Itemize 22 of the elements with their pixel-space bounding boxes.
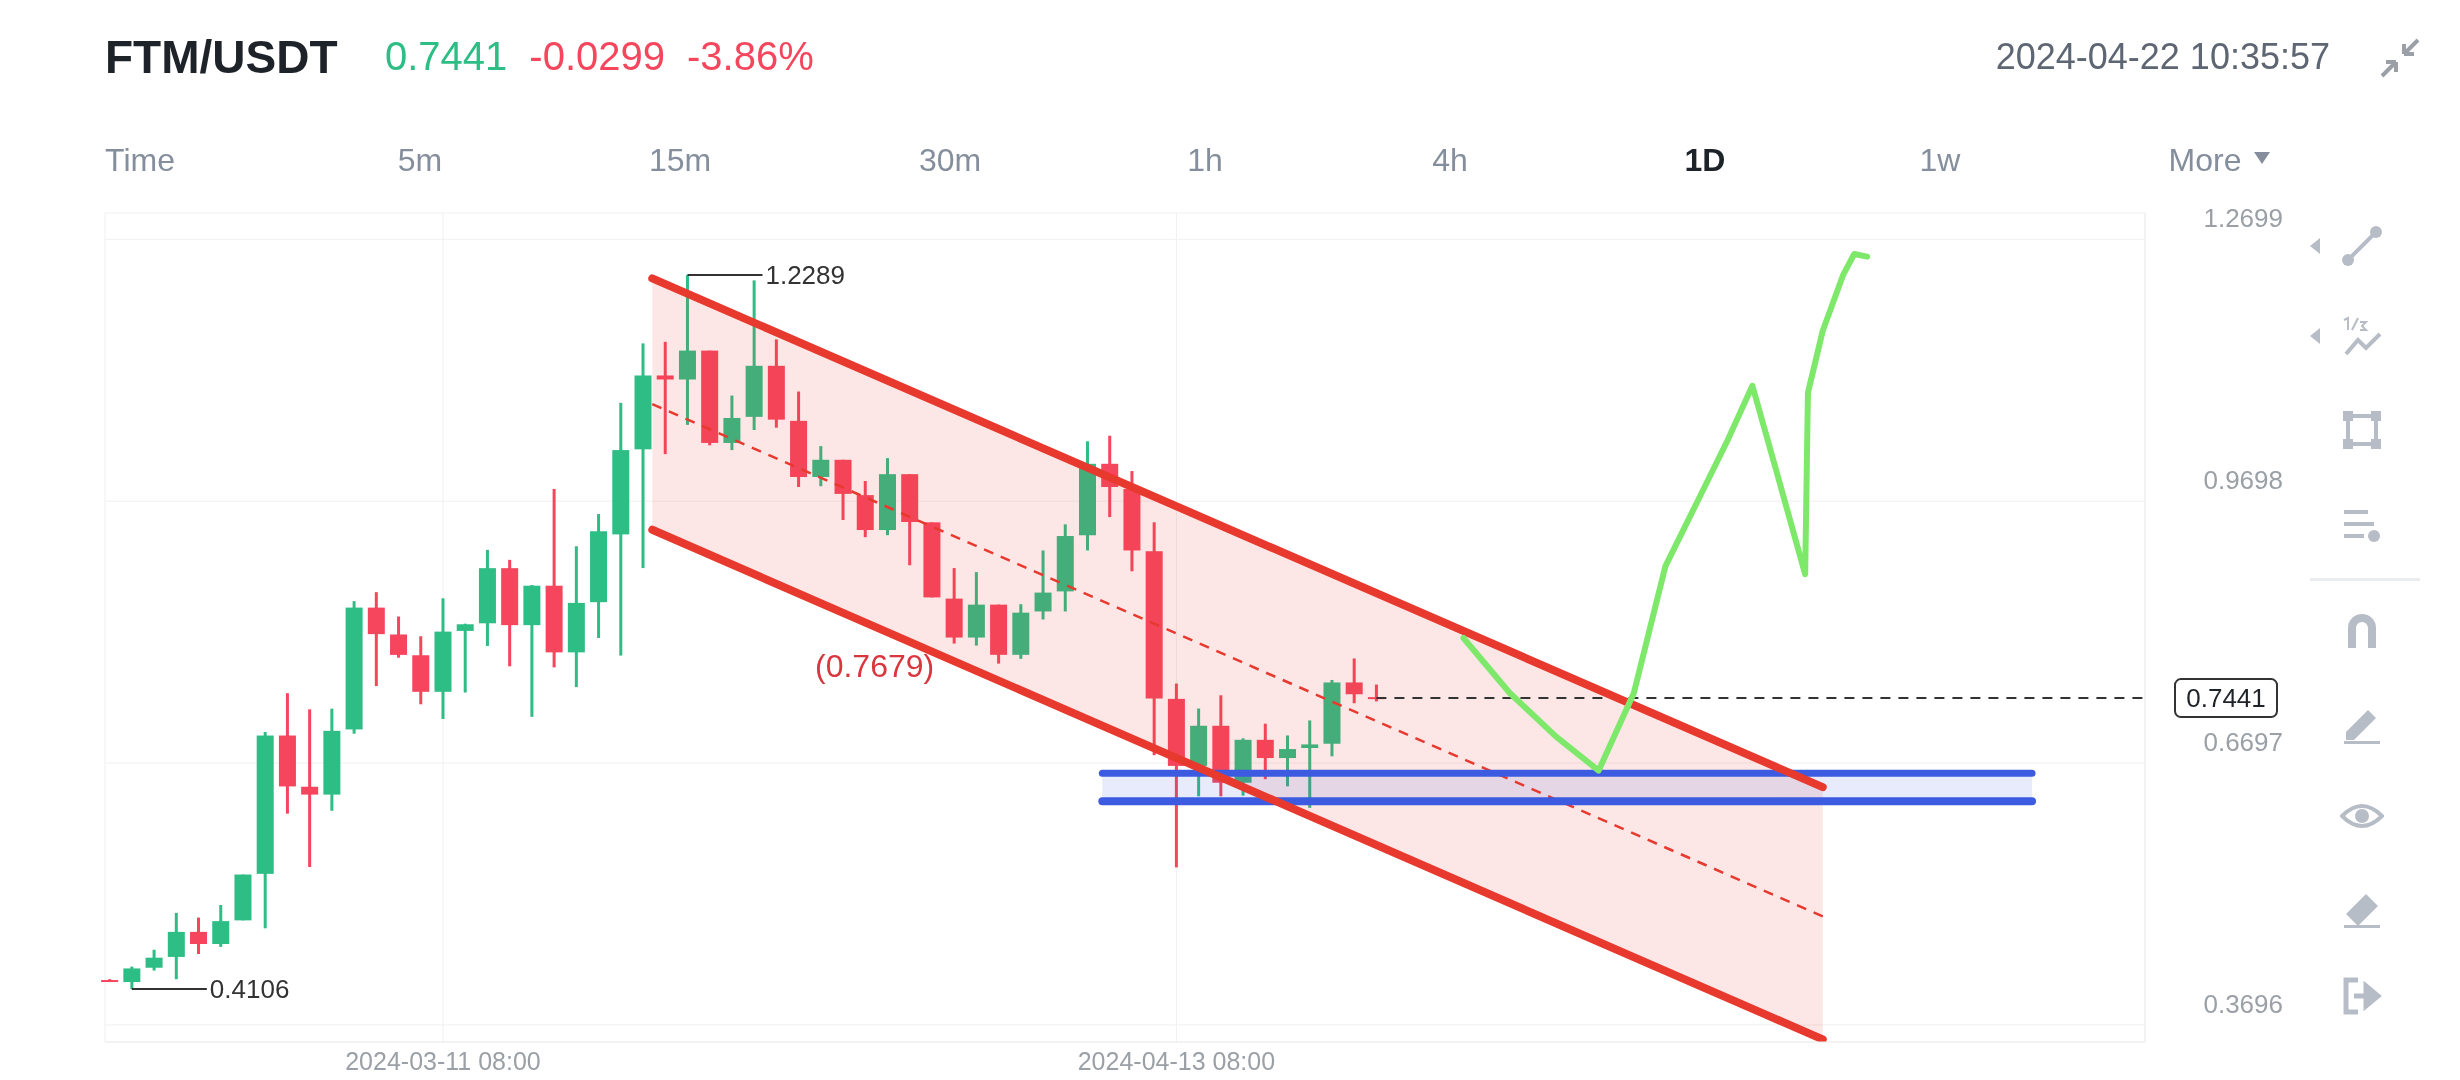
text: 1h bbox=[1187, 142, 1223, 179]
annotation: 0.4106 bbox=[209, 974, 290, 1005]
annotation: 1.2289 bbox=[765, 260, 845, 291]
text: 5m bbox=[397, 142, 443, 179]
text: 1D bbox=[1684, 142, 1726, 179]
chart-subtitle: 0.7441 -0.0299 -3.86% bbox=[385, 34, 814, 78]
text: 4h bbox=[1432, 142, 1468, 179]
chart-title: FTM/USDT bbox=[105, 30, 338, 84]
x-tick-label: 2024-03-11 08:00 bbox=[345, 1047, 541, 1075]
text: 15m bbox=[648, 142, 712, 179]
y-tick-label: 0.9698 bbox=[2203, 465, 2283, 496]
y-tick-label: 0.6697 bbox=[2203, 727, 2283, 758]
text: 2024-04-22 10:35:57 bbox=[1995, 36, 2330, 78]
y-tick-label: 0.3696 bbox=[2203, 988, 2283, 1019]
ref-line-label: 0.7441 bbox=[2186, 683, 2266, 714]
text: 30m bbox=[918, 142, 982, 179]
y-tick-label: 1.2699 bbox=[2203, 203, 2283, 234]
text: 1w bbox=[1919, 142, 1961, 179]
annotation: (0.7679) bbox=[815, 648, 935, 685]
x-tick-label: 2024-04-13 08:00 bbox=[1077, 1047, 1276, 1075]
text: Time bbox=[105, 142, 175, 179]
text: More bbox=[2168, 142, 2242, 179]
